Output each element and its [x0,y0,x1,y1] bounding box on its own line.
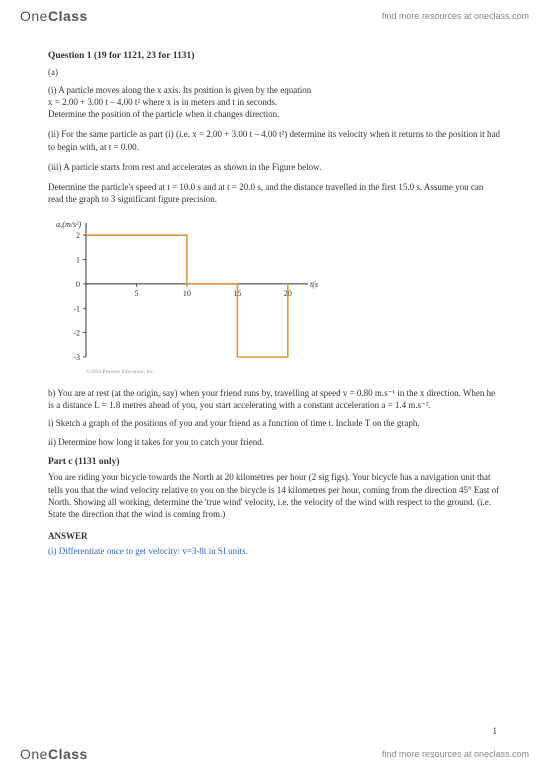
footer-tagline: find more resources at oneclass.com [382,749,529,759]
part-b-i: i) Sketch a graph of the positions of yo… [48,417,501,429]
part-b-ii: ii) Determine how long it takes for you … [48,436,501,448]
logo: OneClass [20,8,88,24]
document-body: Question 1 (19 for 1121, 23 for 1131) (a… [0,32,549,557]
part-a-i-task: Determine the position of the particle w… [48,109,279,119]
logo-part1: One [20,8,48,24]
logo-part2: Class [48,8,88,24]
footer: OneClass find more resources at oneclass… [0,738,549,770]
part-a-i: (i) A particle moves along the x axis. I… [48,84,501,120]
svg-text:aₓ(m/s²): aₓ(m/s²) [56,220,81,229]
footer-logo: OneClass [20,746,88,762]
footer-logo-part1: One [20,746,48,762]
svg-text:5: 5 [134,289,138,298]
part-a-i-eq: x = 2.00 + 3.00 t – 4.00 t² where x is i… [48,97,277,107]
question-title: Question 1 (19 for 1121, 23 for 1131) [48,50,501,63]
part-c-title: Part c (1131 only) [48,456,501,469]
svg-text:-2: -2 [73,329,80,338]
svg-text:1: 1 [76,256,80,265]
svg-text:t(s): t(s) [310,280,318,289]
chart-svg: aₓ(m/s²)-3-2-10125101520t(s)©2014 Pearso… [48,215,318,375]
answer-label: ANSWER [48,530,501,542]
page-number: 1 [493,726,498,736]
acceleration-chart: aₓ(m/s²)-3-2-10125101520t(s)©2014 Pearso… [48,215,501,375]
answer-i: (i) Differentiate once to get velocity: … [48,545,501,557]
part-a-i-text: (i) A particle moves along the x axis. I… [48,85,311,95]
svg-text:-3: -3 [73,353,80,362]
part-a-iii: (iii) A particle starts from rest and ac… [48,161,501,173]
svg-text:-1: -1 [73,304,80,313]
part-a-label: (a) [48,66,501,78]
part-b: b) You are at rest (at the origin, say) … [48,387,501,411]
svg-text:0: 0 [76,280,80,289]
footer-logo-part2: Class [48,746,88,762]
part-c: You are riding your bicycle towards the … [48,471,501,520]
svg-text:©2014 Pearson Education, Inc.: ©2014 Pearson Education, Inc. [86,368,155,375]
svg-text:2: 2 [76,231,80,240]
svg-text:10: 10 [183,289,191,298]
header: OneClass find more resources at oneclass… [0,0,549,32]
part-a-iii-task: Determine the particle's speed at t = 10… [48,181,501,205]
part-a-ii: (ii) For the same particle as part (i) (… [48,128,501,152]
header-tagline: find more resources at oneclass.com [382,11,529,21]
